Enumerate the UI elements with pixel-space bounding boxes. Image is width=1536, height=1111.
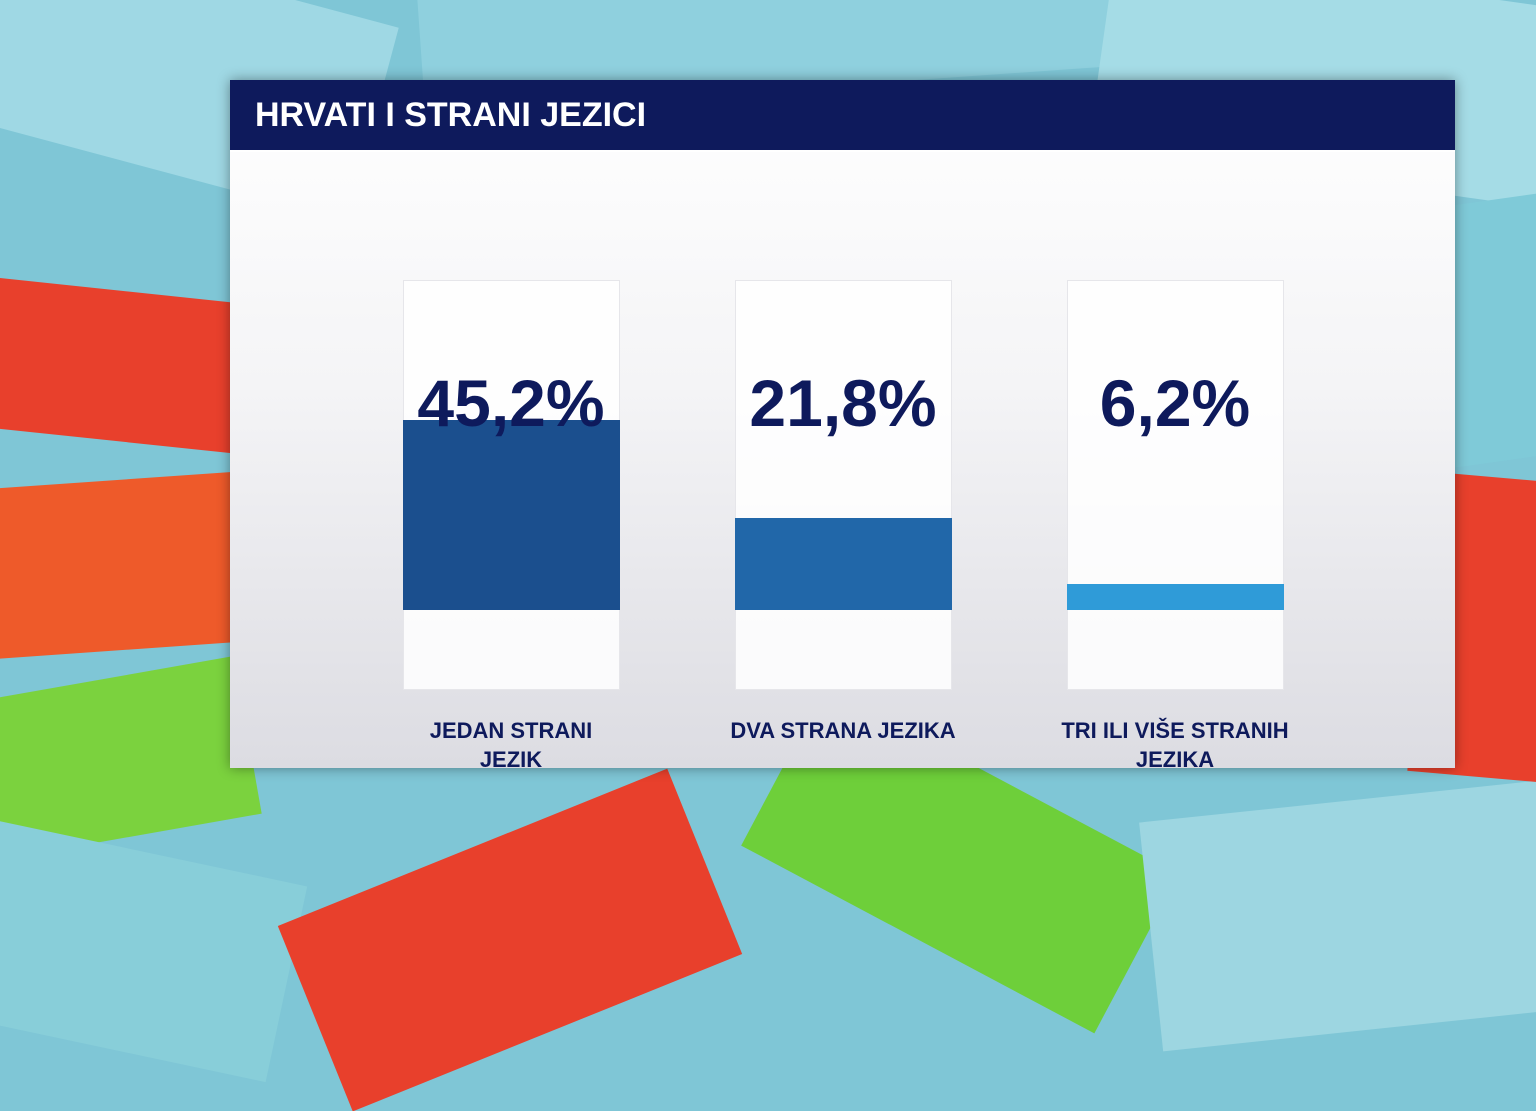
bar-track xyxy=(735,280,952,690)
value-label: 21,8% xyxy=(749,366,937,440)
category-label: TRI ILI VIŠE STRANIH JEZIKA xyxy=(1061,718,1289,772)
bar-track xyxy=(1067,280,1284,690)
bar xyxy=(403,420,620,610)
value-label: 6,2% xyxy=(1099,366,1251,440)
background-paper xyxy=(0,274,268,456)
category-label: DVA STRANA JEZIKA xyxy=(730,718,956,743)
background-paper xyxy=(0,817,308,1083)
background-paper xyxy=(277,768,743,1111)
value-label: 45,2% xyxy=(417,366,605,440)
bar xyxy=(1067,583,1284,610)
background-paper xyxy=(1139,778,1536,1052)
bar xyxy=(735,518,952,610)
title-bar: HRVATI I STRANI JEZICI xyxy=(230,80,1455,152)
chart-title: HRVATI I STRANI JEZICI xyxy=(255,96,647,134)
category-label: JEDAN STRANI JEZIK xyxy=(429,718,593,772)
chart-panel: HRVATI I STRANI JEZICI 45,2% JEDAN STRANI… xyxy=(230,80,1455,772)
